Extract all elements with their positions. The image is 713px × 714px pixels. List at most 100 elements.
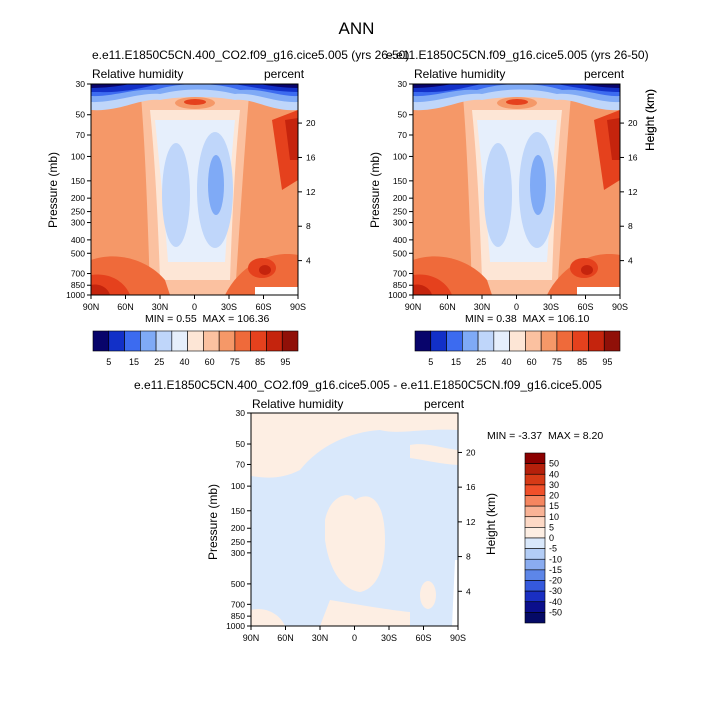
- panel-1-contour-field: [91, 84, 298, 295]
- y-tick-label: 100: [231, 481, 245, 491]
- colorbar-swatch: [588, 330, 605, 352]
- x-tick-label: 0: [514, 302, 519, 312]
- y-tick-label: 400: [71, 235, 85, 245]
- x-tick-label: 0: [352, 633, 357, 643]
- y-tick-label: 1000: [226, 621, 245, 631]
- colorbar-label: -40: [549, 597, 562, 607]
- y-tick-label: 250: [231, 537, 245, 547]
- panel-2-colorbar: 5 15 25 40 60 75 85 95: [414, 330, 621, 367]
- colorbar-swatch: [524, 590, 546, 603]
- colorbar-label: 15: [451, 357, 461, 367]
- y-tick-label: 30: [236, 408, 246, 418]
- panel-3-variable-label: Relative humidity: [252, 397, 344, 411]
- y-tick-label: 70: [236, 459, 246, 469]
- colorbar-label: 15: [549, 501, 559, 511]
- x-tick-label: 30S: [381, 633, 397, 643]
- colorbar-label: -15: [549, 565, 562, 575]
- colorbar-label: 85: [255, 357, 265, 367]
- y-tick-label: 50: [236, 439, 246, 449]
- y-tick-label: 200: [393, 193, 407, 203]
- y2-tick-label: 16: [628, 152, 638, 162]
- colorbar-swatch: [187, 330, 204, 352]
- colorbar-label: -5: [549, 544, 557, 554]
- x-tick-label: 60S: [577, 302, 593, 312]
- colorbar-label: -30: [549, 586, 562, 596]
- panel-1-min-value: 0.55: [176, 313, 197, 325]
- y-tick-label: 300: [231, 548, 245, 558]
- colorbar-swatch: [524, 484, 546, 496]
- panel-2-max-value: 106.10: [557, 313, 590, 325]
- panel-3-units-label: percent: [424, 397, 465, 411]
- colorbar-swatch: [540, 330, 558, 352]
- colorbar-swatch: [414, 330, 432, 352]
- y-tick-label: 70: [398, 130, 408, 140]
- y-tick-label: 850: [393, 280, 407, 290]
- panel-1-axis-ticks: 90N 60N 30N 0 30S 60S 90S 30 50 70 100 150 200 250300…: [66, 79, 316, 312]
- colorbar-swatch: [524, 452, 546, 464]
- y-tick-label: 300: [393, 218, 407, 228]
- panel-1-title: e.e11.E1850C5CN.400_CO2.f09_g16.cice5.00…: [92, 48, 410, 62]
- colorbar-label: 40: [549, 469, 559, 479]
- x-tick-label: 60S: [255, 302, 271, 312]
- colorbar-label: 75: [230, 357, 240, 367]
- page-title: ANN: [338, 19, 375, 38]
- y-tick-label: 250: [71, 207, 85, 217]
- panel-3-min-value: -3.37: [518, 430, 543, 442]
- x-tick-label: 90N: [83, 302, 100, 312]
- y-tick-label: 150: [231, 506, 245, 516]
- panel-2-min-max: MIN = 0.38 MAX = 106.10: [465, 313, 589, 325]
- colorbar-swatch: [477, 330, 495, 352]
- x-tick-label: 30S: [543, 302, 559, 312]
- panel-3-max-value: 8.20: [582, 430, 604, 442]
- panel-3-ylabel: Pressure (mb): [206, 483, 220, 560]
- colorbar-swatch: [556, 330, 573, 352]
- y-tick-label: 100: [71, 151, 85, 161]
- panel-1-max-label: MAX =: [202, 313, 238, 325]
- colorbar-swatch: [524, 601, 546, 613]
- y2-tick-label: 16: [466, 482, 476, 492]
- y2-tick-label: 8: [306, 221, 311, 231]
- panel-1-min-max: MIN = 0.55 MAX = 106.36: [145, 313, 269, 325]
- colorbar-label: 50: [549, 459, 559, 469]
- y-tick-label: 1000: [66, 290, 85, 300]
- x-tick-label: 60N: [439, 302, 456, 312]
- colorbar-swatch: [203, 330, 220, 352]
- colorbar-label: -50: [549, 607, 562, 617]
- y2-tick-label: 4: [628, 256, 633, 266]
- colorbar-swatch: [524, 612, 546, 624]
- panel-1-units-label: percent: [264, 67, 305, 81]
- x-tick-label: 0: [192, 302, 197, 312]
- panel-3-y2label: Height (km): [484, 492, 498, 555]
- panel-3-max-label: MAX =: [548, 430, 583, 442]
- colorbar-swatch: [155, 330, 173, 352]
- colorbar-swatch: [250, 330, 267, 352]
- colorbar-label: 60: [205, 357, 215, 367]
- panel-2-contour-field: [413, 84, 620, 295]
- panel-2-title: e.e11.E1850C5CN.f09_g16.cice5.005 (yrs 2…: [386, 48, 649, 62]
- y-tick-label: 150: [393, 176, 407, 186]
- colorbar-label: 30: [549, 480, 559, 490]
- panel-2-min-value: 0.38: [496, 313, 517, 325]
- y-tick-label: 200: [231, 523, 245, 533]
- colorbar-label: 10: [549, 512, 559, 522]
- colorbar-swatch: [572, 330, 589, 352]
- y-tick-label: 1000: [388, 290, 407, 300]
- colorbar-label: 85: [577, 357, 587, 367]
- y-tick-label: 150: [71, 176, 85, 186]
- colorbar-swatch: [524, 548, 546, 560]
- panel-2-min-label: MIN =: [465, 313, 497, 325]
- colorbar-swatch: [524, 495, 546, 507]
- y-tick-label: 700: [393, 269, 407, 279]
- colorbar-label: -10: [549, 554, 562, 564]
- colorbar-swatch: [281, 330, 299, 352]
- x-tick-label: 60N: [117, 302, 134, 312]
- y2-tick-label: 16: [306, 152, 316, 162]
- panel-2-ylabel: Pressure (mb): [368, 151, 382, 228]
- colorbar-swatch: [524, 558, 546, 571]
- panel-2-max-label: MAX =: [522, 313, 558, 325]
- panel-1-variable-label: Relative humidity: [92, 67, 184, 81]
- y2-tick-label: 20: [466, 447, 476, 457]
- y2-tick-label: 12: [628, 187, 638, 197]
- colorbar-label: -20: [549, 576, 562, 586]
